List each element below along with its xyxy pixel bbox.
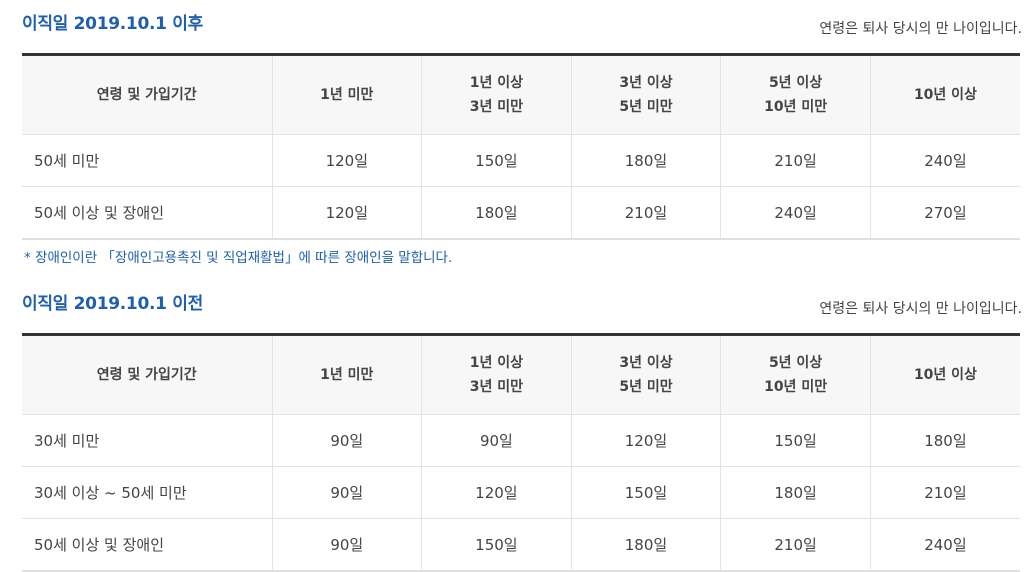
header-line: 1년 이상 <box>469 75 524 91</box>
table-row: 30세 미만 90일 90일 120일 150일 180일 <box>22 414 1020 467</box>
column-header: 10년 이상 <box>869 333 1020 415</box>
column-header: 1년 미만 <box>271 333 422 415</box>
age-note: 연령은 퇴사 당시의 만 나이입니다. <box>819 301 1022 317</box>
days-cell: 120일 <box>421 466 572 519</box>
table-row: 50세 미만 120일 150일 180일 210일 240일 <box>22 134 1020 187</box>
column-header: 10년 이상 <box>869 53 1020 135</box>
days-cell: 180일 <box>570 518 721 572</box>
days-cell: 180일 <box>570 134 721 187</box>
header-line: 10년 이상 <box>913 367 977 383</box>
age-group-cell: 30세 미만 <box>22 414 272 467</box>
header-line: 연령 및 가입기간 <box>96 367 197 383</box>
days-cell: 180일 <box>869 414 1020 467</box>
days-cell: 150일 <box>570 466 721 519</box>
header-line: 5년 이상 <box>768 75 823 91</box>
header-line: 10년 이상 <box>913 87 977 103</box>
section-title: 이직일 2019.10.1 이전 <box>22 294 203 314</box>
days-cell: 180일 <box>421 186 572 240</box>
section-header: 이직일 2019.10.1 이전 연령은 퇴사 당시의 만 나이입니다. <box>22 290 1022 317</box>
column-header: 1년 이상 3년 미만 <box>421 333 572 415</box>
age-group-cell: 50세 미만 <box>22 134 272 187</box>
header-line: 3년 미만 <box>469 379 524 395</box>
benefit-days-table: 연령 및 가입기간 1년 미만 1년 이상 3년 미만 3년 이상 5년 미만 5년 이상 1… <box>22 53 1020 240</box>
days-cell: 120일 <box>570 414 721 467</box>
column-header: 연령 및 가입기간 <box>22 53 272 135</box>
table-row: 50세 이상 및 장애인 90일 150일 180일 210일 240일 <box>22 518 1020 572</box>
column-header: 연령 및 가입기간 <box>22 333 272 415</box>
header-line: 1년 미만 <box>320 87 374 103</box>
benefit-days-table: 연령 및 가입기간 1년 미만 1년 이상 3년 미만 3년 이상 5년 미만 5년 이상 1… <box>22 333 1020 572</box>
header-line: 5년 미만 <box>619 99 673 115</box>
days-cell: 180일 <box>720 466 871 519</box>
days-cell: 120일 <box>271 186 422 240</box>
days-cell: 240일 <box>720 186 871 240</box>
days-cell: 210일 <box>720 134 871 187</box>
days-cell: 150일 <box>421 518 572 572</box>
days-cell: 90일 <box>271 466 422 519</box>
header-row: 연령 및 가입기간 1년 미만 1년 이상 3년 미만 3년 이상 5년 미만 5년 이상 1… <box>22 53 1020 135</box>
days-cell: 90일 <box>421 414 572 467</box>
table-row: 30세 이상 ~ 50세 미만 90일 120일 150일 180일 210일 <box>22 466 1020 519</box>
column-header: 1년 미만 <box>271 53 422 135</box>
header-line: 3년 이상 <box>619 75 673 91</box>
header-line: 연령 및 가입기간 <box>96 87 197 103</box>
header-line: 5년 이상 <box>768 355 823 371</box>
header-line: 3년 이상 <box>619 355 673 371</box>
header-row: 연령 및 가입기간 1년 미만 1년 이상 3년 미만 3년 이상 5년 미만 5년 이상 1… <box>22 333 1020 415</box>
header-line: 10년 미만 <box>764 379 828 395</box>
days-cell: 90일 <box>271 414 422 467</box>
header-line: 5년 미만 <box>619 379 673 395</box>
header-line: 1년 이상 <box>469 355 524 371</box>
column-header: 5년 이상 10년 미만 <box>720 333 871 415</box>
days-cell: 210일 <box>570 186 721 240</box>
header-line: 3년 미만 <box>469 99 524 115</box>
days-cell: 150일 <box>421 134 572 187</box>
days-cell: 150일 <box>720 414 871 467</box>
age-note: 연령은 퇴사 당시의 만 나이입니다. <box>819 21 1022 37</box>
column-header: 3년 이상 5년 미만 <box>570 53 721 135</box>
days-cell: 240일 <box>869 518 1020 572</box>
days-cell: 210일 <box>869 466 1020 519</box>
age-group-cell: 30세 이상 ~ 50세 미만 <box>22 466 272 519</box>
age-group-cell: 50세 이상 및 장애인 <box>22 186 272 240</box>
column-header: 5년 이상 10년 미만 <box>720 53 871 135</box>
header-line: 1년 미만 <box>320 367 374 383</box>
days-cell: 240일 <box>869 134 1020 187</box>
days-cell: 270일 <box>869 186 1020 240</box>
section-title: 이직일 2019.10.1 이후 <box>22 14 203 34</box>
disability-footnote: * 장애인이란 「장애인고용촉진 및 직업재활법」에 따른 장애인을 말합니다. <box>24 250 453 266</box>
table-row: 50세 이상 및 장애인 120일 180일 210일 240일 270일 <box>22 186 1020 240</box>
days-cell: 210일 <box>720 518 871 572</box>
column-header: 3년 이상 5년 미만 <box>570 333 721 415</box>
section-header: 이직일 2019.10.1 이후 연령은 퇴사 당시의 만 나이입니다. <box>22 10 1022 37</box>
column-header: 1년 이상 3년 미만 <box>421 53 572 135</box>
age-group-cell: 50세 이상 및 장애인 <box>22 518 272 572</box>
header-line: 10년 미만 <box>764 99 828 115</box>
days-cell: 90일 <box>271 518 422 572</box>
days-cell: 120일 <box>271 134 422 187</box>
